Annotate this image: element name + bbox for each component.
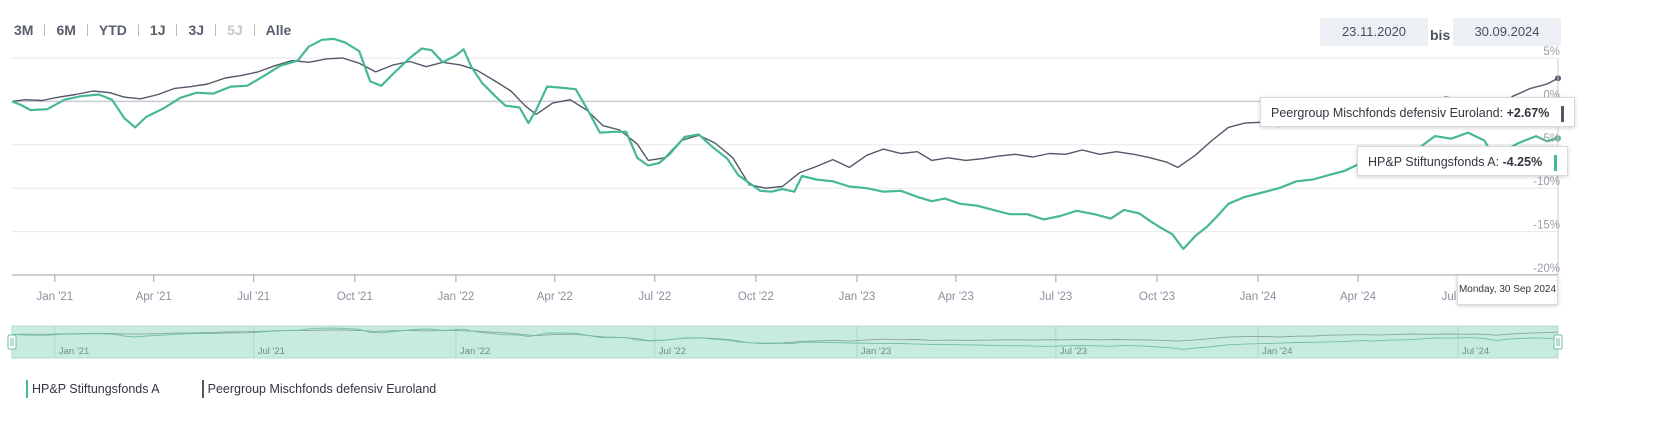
legend-item-fund[interactable]: HP&P Stiftungsfonds A xyxy=(26,380,160,398)
x-tick-label: Apr '24 xyxy=(1340,291,1377,303)
range-separator xyxy=(44,24,46,36)
range-selector: 3M 6M YTD 1J 3J 5J Alle xyxy=(14,22,291,38)
range-separator xyxy=(137,24,139,36)
y-tick-label: -5% xyxy=(1540,133,1560,145)
navigator-tick-label: Jul '22 xyxy=(659,346,686,357)
navigator-tick-label: Jul '24 xyxy=(1462,346,1489,357)
y-tick-label: -10% xyxy=(1533,176,1560,188)
tooltip-peergroup-marker xyxy=(1560,105,1564,122)
tooltip-fund-label: HP&P Stiftungsfonds A: xyxy=(1368,155,1500,169)
tooltip-fund-marker xyxy=(1553,154,1557,171)
navigator[interactable]: Jan '21 Jul '21 Jan '22 Jul '22 Jan '23 Jul '… xyxy=(7,325,1563,359)
series-line-fund xyxy=(11,37,1559,251)
date-range-separator: bis xyxy=(1430,27,1451,43)
legend-label-peergroup: Peergroup Mischfonds defensiv Euroland xyxy=(207,382,437,396)
x-tick-label: Jul '22 xyxy=(638,291,671,303)
x-tick-label: Jan '22 xyxy=(438,291,475,303)
tooltip-date: Monday, 30 Sep 2024 xyxy=(1457,275,1558,305)
legend-label-fund: HP&P Stiftungsfonds A xyxy=(32,382,160,396)
range-button-5j: 5J xyxy=(227,22,243,38)
navigator-tick-label: Jul '23 xyxy=(1060,346,1087,357)
range-button-1j[interactable]: 1J xyxy=(149,22,166,38)
x-tick-label: Oct '23 xyxy=(1139,291,1175,303)
x-tick-label: Jul '23 xyxy=(1039,291,1072,303)
tooltip-fund: HP&P Stiftungsfonds A: -4.25% xyxy=(1357,146,1568,176)
tooltip-peergroup-label: Peergroup Mischfonds defensiv Euroland: xyxy=(1271,106,1504,120)
legend-swatch-fund xyxy=(26,380,28,398)
legend-swatch-peergroup xyxy=(201,380,204,398)
x-tick-label: Jan '21 xyxy=(36,291,73,303)
navigator-series-fund xyxy=(11,327,1559,350)
range-button-ytd[interactable]: YTD xyxy=(98,22,127,38)
navigator-handle-left[interactable] xyxy=(7,334,17,350)
range-separator xyxy=(86,24,88,36)
x-tick-label: Oct '21 xyxy=(337,291,373,303)
chart-grid xyxy=(12,57,1558,276)
range-separator xyxy=(253,24,255,36)
x-tick-label: Oct '22 xyxy=(738,291,774,303)
series-layer xyxy=(11,37,1561,275)
y-tick-label: -15% xyxy=(1533,220,1560,232)
navigator-tick-label: Jan '24 xyxy=(1262,346,1292,357)
navigator-selection[interactable] xyxy=(11,325,1559,359)
x-tick-label: Jan '24 xyxy=(1240,291,1277,303)
legend-item-peergroup[interactable]: Peergroup Mischfonds defensiv Euroland xyxy=(201,380,437,398)
range-button-3m[interactable]: 3M xyxy=(14,22,34,38)
x-tick-label: Apr '22 xyxy=(537,291,573,303)
range-separator xyxy=(176,24,178,36)
range-separator xyxy=(215,24,217,36)
x-tick-label: Jul '21 xyxy=(237,291,270,303)
x-tick-label: Apr '23 xyxy=(938,291,974,303)
navigator-handle-right[interactable] xyxy=(1553,334,1563,350)
tooltip-fund-value: -4.25% xyxy=(1502,155,1543,169)
range-button-alle[interactable]: Alle xyxy=(265,22,292,38)
date-to-input[interactable] xyxy=(1453,18,1561,46)
x-axis: Jan '21 Apr '21 Jul '21 Oct '21 Jan '22 Apr '… xyxy=(12,274,1558,303)
x-tick-label: Jan '23 xyxy=(839,291,876,303)
legend: HP&P Stiftungsfonds A Peergroup Mischfon… xyxy=(26,380,478,398)
navigator-tick-label: Jan '22 xyxy=(460,346,490,357)
range-button-6m[interactable]: 6M xyxy=(56,22,76,38)
y-tick-label: -20% xyxy=(1533,263,1560,275)
navigator-tick-label: Jul '21 xyxy=(258,346,285,357)
navigator-tick-label: Jan '23 xyxy=(861,346,891,357)
x-tick-label: Apr '21 xyxy=(136,291,172,303)
navigator-tick-label: Jan '21 xyxy=(59,346,89,357)
y-tick-label: 5% xyxy=(1543,46,1560,58)
date-from-input[interactable] xyxy=(1320,18,1428,46)
tooltip-peergroup: Peergroup Mischfonds defensiv Euroland: … xyxy=(1260,97,1575,127)
tooltip-peergroup-value: +2.67% xyxy=(1506,106,1550,120)
range-button-3j[interactable]: 3J xyxy=(188,22,205,38)
